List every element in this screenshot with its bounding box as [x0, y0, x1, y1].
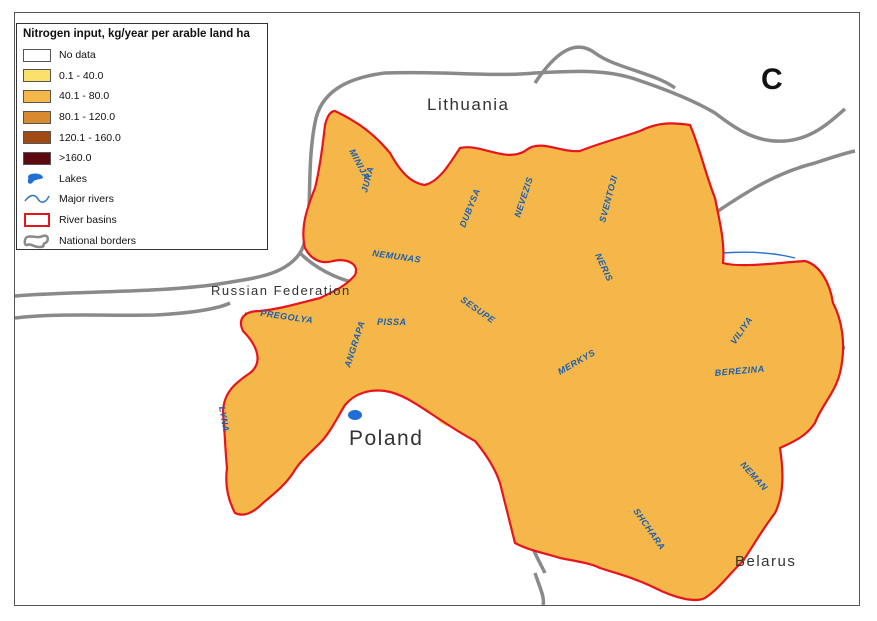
swatch-class-1: [23, 69, 51, 83]
legend-item-class-5: >160.0: [23, 148, 261, 169]
lake: [348, 410, 362, 420]
legend-item-class-1: 0.1 - 40.0: [23, 66, 261, 87]
border-south: [533, 572, 546, 605]
legend-label: National borders: [59, 234, 137, 247]
country-label-lithuania: Lithuania: [427, 95, 510, 114]
legend-label: Lakes: [59, 172, 88, 185]
border-latvia: [533, 45, 677, 90]
swatch-no-data: [23, 48, 51, 62]
river-basin-outline: [221, 109, 845, 602]
legend-label: >160.0: [59, 152, 92, 165]
legend-item-class-2: 40.1 - 80.0: [23, 86, 261, 107]
legend-item-class-3: 80.1 - 120.0: [23, 107, 261, 128]
legend-label: River basins: [59, 214, 117, 227]
river-label-pissa: PISSA: [377, 317, 407, 327]
panel-letter: C: [761, 63, 783, 96]
lake-icon: [27, 173, 43, 184]
river-basin-icon: [24, 213, 50, 228]
national-border-icon: [23, 234, 49, 248]
legend-label: 0.1 - 40.0: [59, 69, 104, 82]
border-east: [714, 149, 856, 215]
river-label-lyna: LYNA: [217, 406, 231, 433]
legend-label: Major rivers: [59, 193, 114, 206]
swatch-class-2: [23, 89, 51, 103]
legend-item-rivers: Major rivers: [23, 189, 261, 210]
country-label-russia: Russian Federation: [211, 283, 351, 298]
country-label-poland: Poland: [349, 427, 424, 450]
river-label-berezina: BEREZINA: [714, 364, 765, 378]
legend-item-no-data: No data: [23, 45, 261, 66]
border-coast: [15, 301, 231, 320]
legend-item-lakes: Lakes: [23, 169, 261, 190]
swatch-class-4: [23, 131, 51, 145]
map-legend: Nitrogen input, kg/year per arable land …: [16, 23, 268, 250]
map-canvas: MINIJA JURA DUBYSA NEVEZIS SVENTOJI NEMU…: [15, 45, 856, 605]
legend-label: No data: [59, 49, 96, 62]
swatch-class-5: [23, 151, 51, 165]
legend-item-class-4: 120.1 - 160.0: [23, 127, 261, 148]
country-label-belarus: Belarus: [735, 553, 797, 570]
legend-label: 80.1 - 120.0: [59, 111, 116, 124]
legend-item-borders: National borders: [23, 230, 261, 251]
legend-label: 40.1 - 80.0: [59, 90, 110, 103]
legend-label: 120.1 - 160.0: [59, 131, 121, 144]
river-icon: [24, 195, 50, 204]
border-lithuania: [15, 69, 847, 298]
swatch-class-3: [23, 110, 51, 124]
map-frame: MINIJA JURA DUBYSA NEVEZIS SVENTOJI NEMU…: [14, 12, 860, 606]
legend-title: Nitrogen input, kg/year per arable land …: [23, 28, 250, 40]
legend-item-basins: River basins: [23, 210, 261, 231]
